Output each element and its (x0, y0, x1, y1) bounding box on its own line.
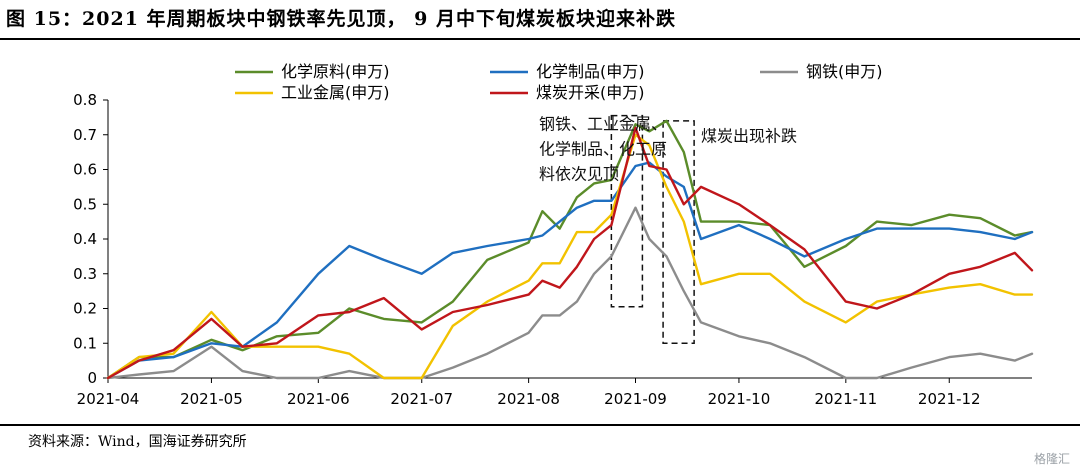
legend-label: 钢铁(申万) (806, 62, 883, 81)
y-tick-label: 0.1 (73, 334, 97, 352)
figure-title: 图 15：2021 年周期板块中钢铁率先见顶， 9 月中下旬煤炭板块迎来补跌 (6, 8, 677, 30)
series-line-3 (106, 206, 1034, 380)
x-tick-label: 2021-12 (918, 390, 981, 408)
highlight-box (610, 114, 644, 308)
x-tick-label: 2021-05 (180, 390, 243, 408)
series-line-1 (106, 119, 1034, 380)
y-tick-label: 0.8 (73, 91, 97, 109)
annotation-text: 煤炭出现补跌 (701, 127, 797, 146)
title-rule (0, 38, 1080, 40)
series-line-4 (106, 133, 1034, 380)
chart-legend: 化学原料(申万) 化学制品(申万) 钢铁(申万) 工业金属(申万) 煤炭开采(申万) (235, 62, 883, 102)
chart-series (106, 119, 1034, 380)
y-tick-label: 0.2 (73, 300, 97, 318)
legend-label: 工业金属(申万) (281, 83, 390, 102)
highlight-box (662, 120, 695, 344)
annotation-text: 料依次见顶 (539, 165, 619, 184)
y-tick-label: 0.6 (73, 161, 97, 179)
y-tick-label: 0.4 (73, 230, 97, 248)
y-tick-label: 0.5 (73, 195, 97, 213)
legend-label: 化学制品(申万) (536, 62, 645, 81)
x-tick-label: 2021-04 (77, 390, 140, 408)
legend-label: 煤炭开采(申万) (536, 83, 645, 102)
series-line-2 (106, 161, 1034, 380)
y-tick-label: 0.3 (73, 265, 97, 283)
x-tick-label: 2021-10 (708, 390, 771, 408)
source-note: 资料来源：Wind，国海证券研究所 (28, 434, 247, 450)
x-tick-label: 2021-08 (497, 390, 560, 408)
series-line-5 (106, 126, 1034, 380)
x-tick-label: 2021-07 (390, 390, 453, 408)
x-tick-label: 2021-09 (604, 390, 667, 408)
chart-axes: 0 0.1 0.2 0.3 0.4 0.5 0.6 0.7 0.8 2021-04 2021-05 2… (73, 91, 1032, 408)
watermark-logo: 格隆汇 (1033, 452, 1070, 466)
legend-label: 化学原料(申万) (281, 62, 390, 81)
source-rule (0, 424, 1080, 426)
annotation-text: 钢铁、工业金属、 (539, 115, 667, 134)
highlight-boxes (610, 114, 695, 344)
x-tick-label: 2021-11 (814, 390, 877, 408)
x-tick-label: 2021-06 (287, 390, 350, 408)
y-tick-label: 0 (87, 369, 97, 387)
annotation-text: 化学制品、化工原 (539, 140, 667, 159)
y-tick-label: 0.7 (73, 126, 97, 144)
